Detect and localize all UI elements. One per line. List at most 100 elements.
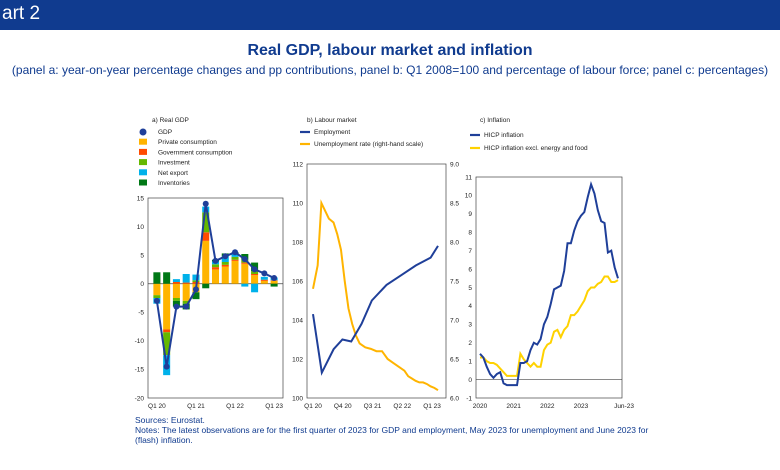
bar-4-4 bbox=[192, 292, 200, 300]
panel-a-ytick-6: -15 bbox=[135, 367, 145, 374]
bar-0-12 bbox=[270, 280, 278, 284]
legend-a-label-3: Investment bbox=[158, 160, 190, 167]
bar-0-3 bbox=[182, 283, 190, 301]
panel-a-xtick-1: Q1 21 bbox=[187, 403, 205, 410]
panel-b-ytick-left-3: 106 bbox=[292, 278, 303, 285]
bar-2-5 bbox=[202, 212, 210, 233]
gdp-point-1 bbox=[163, 363, 170, 370]
panel-b-ytick-right-3: 7.5 bbox=[450, 278, 459, 285]
bar-2-8 bbox=[231, 256, 239, 260]
panel-a-xtick-0: Q1 20 bbox=[148, 403, 166, 410]
panel-c-title: c) Inflation bbox=[480, 117, 510, 124]
bar-4-1 bbox=[163, 272, 171, 284]
panel-c-ytick-10: 9 bbox=[468, 211, 472, 218]
bar-1-3 bbox=[182, 282, 190, 284]
bar-1-7 bbox=[221, 264, 229, 267]
panel-b-ytick-left-6: 112 bbox=[293, 161, 304, 168]
legend-a-label-0: GDP bbox=[158, 129, 172, 136]
panel-a-ytick-0: 15 bbox=[137, 195, 145, 202]
panel-b-ytick-right-1: 6.5 bbox=[450, 356, 459, 363]
bar-0-8 bbox=[231, 260, 239, 284]
bar-2-6 bbox=[211, 264, 220, 268]
bar-2-7 bbox=[221, 262, 229, 265]
panel-c-xtick-3: 2023 bbox=[574, 403, 589, 410]
gdp-point-8 bbox=[232, 249, 239, 256]
bar-0-0 bbox=[153, 283, 161, 296]
panel-c-ytick-3: 2 bbox=[468, 340, 472, 347]
bar-4-0 bbox=[153, 272, 161, 284]
gdp-point-12 bbox=[271, 275, 278, 281]
gdp-point-3 bbox=[183, 303, 190, 310]
hicp-core-line bbox=[480, 275, 619, 377]
gdp-point-10 bbox=[251, 266, 258, 273]
panel-a-ytick-1: 10 bbox=[137, 224, 145, 231]
bar-0-11 bbox=[260, 280, 268, 284]
panel-b-xtick-1: Q4 20 bbox=[334, 403, 352, 410]
panel-c-xtick-2: 2022 bbox=[540, 403, 555, 410]
header-bar: art 2 bbox=[0, 0, 780, 30]
legend-a-marker-2 bbox=[139, 148, 147, 155]
legend-a-label-2: Government consumption bbox=[158, 149, 233, 156]
panel-c-ytick-2: 1 bbox=[468, 358, 472, 365]
panel-b-ytick-left-4: 108 bbox=[292, 239, 303, 246]
panel-c-ytick-5: 4 bbox=[468, 303, 472, 310]
bar-2-10 bbox=[251, 271, 259, 274]
panel-a-ytick-7: -20 bbox=[135, 395, 145, 402]
bar-3-8 bbox=[231, 254, 239, 257]
bar-1-9 bbox=[241, 262, 249, 264]
panel-c-ytick-6: 5 bbox=[468, 285, 472, 292]
panel-c-xtick-1: 2021 bbox=[506, 403, 521, 410]
panel-c-ytick-11: 10 bbox=[465, 193, 473, 200]
bar-3-10 bbox=[251, 283, 259, 293]
bar-2-1 bbox=[163, 332, 171, 356]
panel-b-title: b) Labour market bbox=[307, 117, 357, 124]
panel-a-frame bbox=[147, 197, 284, 399]
panel-c-ytick-7: 6 bbox=[468, 266, 472, 273]
notes-text: Notes: The latest observations are for t… bbox=[135, 425, 649, 445]
bar-4-12 bbox=[270, 283, 278, 287]
legend-a-label-4: Net export bbox=[158, 170, 188, 177]
panel-c-xtick-0: 2020 bbox=[473, 403, 488, 410]
legend-c-label-0: HICP inflation bbox=[484, 132, 524, 139]
panel-c-ytick-4: 3 bbox=[468, 322, 472, 329]
panel-b-ytick-right-2: 7.0 bbox=[450, 317, 459, 324]
panel-b-xtick-4: Q1 23 bbox=[423, 403, 441, 410]
bar-2-3 bbox=[182, 300, 190, 304]
panel-b-xtick-2: Q3 21 bbox=[364, 403, 382, 410]
bar-1-2 bbox=[172, 282, 180, 284]
bar-0-6 bbox=[211, 269, 220, 284]
gdp-point-11 bbox=[261, 270, 268, 277]
bar-3-4 bbox=[192, 274, 200, 281]
bar-3-9 bbox=[241, 283, 249, 287]
gdp-point-4 bbox=[192, 286, 199, 293]
panel-c-ytick-9: 8 bbox=[468, 230, 472, 237]
header-label: art 2 bbox=[2, 3, 41, 24]
panel-b-ytick-right-5: 8.5 bbox=[450, 200, 459, 207]
legend-a-marker-4 bbox=[139, 169, 147, 176]
bar-4-5 bbox=[202, 283, 210, 289]
panel-a-ytick-4: -5 bbox=[138, 310, 144, 317]
panel-b-xtick-0: Q1 20 bbox=[304, 403, 322, 410]
gdp-point-0 bbox=[153, 297, 160, 304]
bar-1-10 bbox=[251, 274, 259, 276]
bar-0-9 bbox=[241, 263, 249, 284]
gdp-point-9 bbox=[241, 256, 248, 263]
figure-title: Real GDP, labour market and inflation bbox=[247, 42, 533, 59]
legend-b-label-1: Unemployment rate (right-hand scale) bbox=[314, 141, 423, 148]
bar-0-2 bbox=[172, 283, 180, 298]
sources-note: Sources: Eurostat. bbox=[135, 415, 205, 425]
gdp-point-7 bbox=[222, 253, 229, 260]
bar-1-6 bbox=[211, 267, 220, 270]
panel-b-ytick-right-6: 9.0 bbox=[450, 161, 459, 168]
figure-subtitle: (panel a: year-on-year percentage change… bbox=[11, 63, 769, 77]
panel-b-ytick-left-0: 100 bbox=[292, 395, 303, 402]
panel-b-ytick-right-0: 6.0 bbox=[450, 395, 459, 402]
hicp-line bbox=[479, 181, 619, 387]
legend-a-label-5: Inventories bbox=[158, 180, 191, 187]
panel-a-xtick-3: Q1 23 bbox=[265, 403, 283, 410]
legend-a-marker-0 bbox=[139, 128, 147, 136]
bar-3-3 bbox=[182, 274, 190, 283]
panel-b-ytick-left-2: 104 bbox=[292, 317, 303, 324]
unemployment-line bbox=[312, 199, 439, 392]
gdp-point-2 bbox=[173, 303, 180, 310]
